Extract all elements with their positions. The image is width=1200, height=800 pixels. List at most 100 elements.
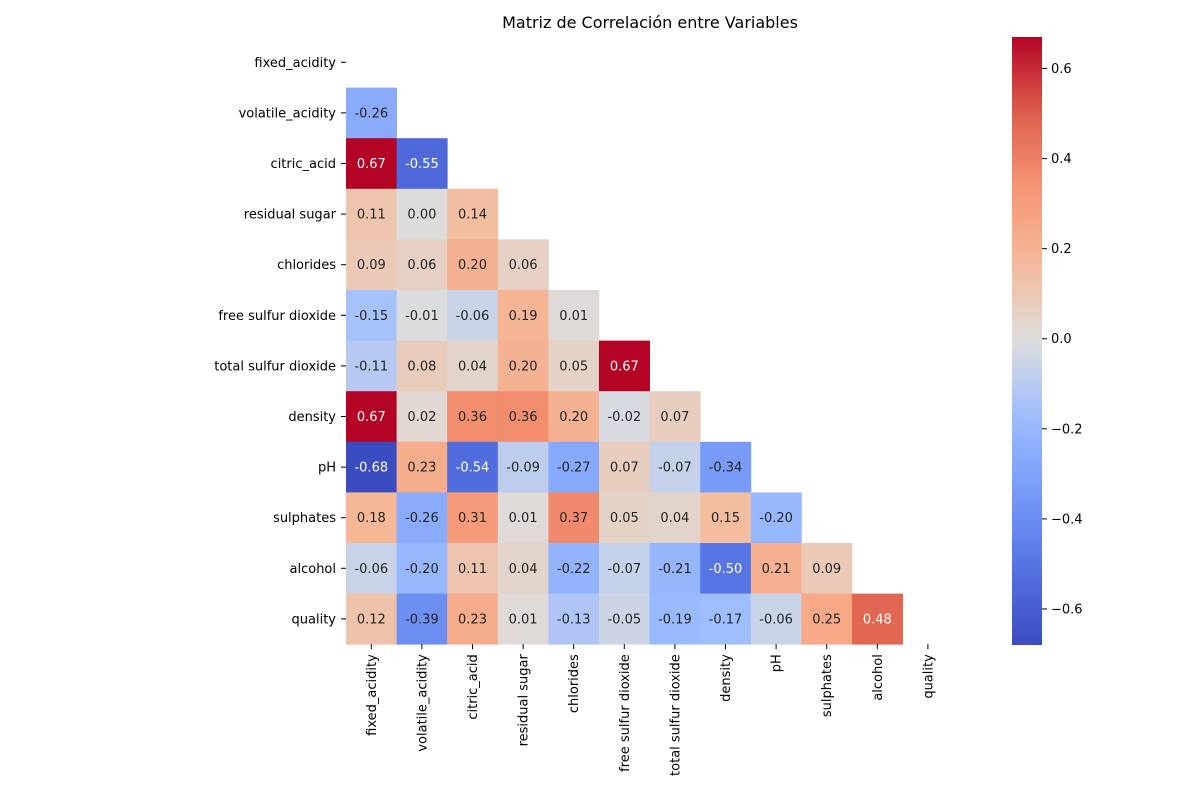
colorbar-tick-label: −0.6 xyxy=(1051,602,1083,617)
cell-value-label: 0.04 xyxy=(660,511,689,526)
cell-value-label: 0.06 xyxy=(407,258,436,273)
cell-value-label: -0.07 xyxy=(658,461,692,476)
cell-value-label: -0.09 xyxy=(506,461,540,476)
cell-value-label: 0.20 xyxy=(458,258,487,273)
x-tick-label: total sulfur dioxide xyxy=(668,654,683,776)
cell-value-label: -0.17 xyxy=(709,612,743,627)
x-tick-label: quality xyxy=(921,654,936,699)
colorbar-tick-label: 0.6 xyxy=(1051,62,1072,77)
cell-value-label: -0.19 xyxy=(658,612,692,627)
cell-value-label: -0.55 xyxy=(405,157,439,172)
x-tick-label: chlorides xyxy=(567,654,582,713)
chart-title: Matriz de Correlación entre Variables xyxy=(502,13,798,32)
cell-value-label: -0.06 xyxy=(759,612,793,627)
cell-value-label: 0.20 xyxy=(509,359,538,374)
x-axis: fixed_acidity volatile_acidity citric_acid… xyxy=(365,644,937,776)
cell-value-label: 0.01 xyxy=(509,612,538,627)
colorbar-gradient xyxy=(1012,37,1042,645)
y-tick-label: quality xyxy=(292,612,337,627)
x-tick-label: volatile_acidity xyxy=(415,654,430,752)
cell-value-label: 0.04 xyxy=(509,562,538,577)
colorbar-tick-label: 0.2 xyxy=(1051,242,1072,257)
cell-value-label: -0.22 xyxy=(557,562,591,577)
cell-value-label: 0.23 xyxy=(458,612,487,627)
y-tick-label: density xyxy=(288,410,336,425)
cell-value-label: 0.36 xyxy=(509,410,538,425)
cell-value-label: 0.01 xyxy=(559,309,588,324)
cell-value-label: -0.20 xyxy=(405,562,439,577)
cell-value-label: -0.15 xyxy=(354,309,388,324)
x-tick-label: pH xyxy=(770,654,785,672)
y-tick-label: alcohol xyxy=(290,562,336,577)
cell-value-label: 0.20 xyxy=(559,410,588,425)
cell-value-label: -0.20 xyxy=(759,511,793,526)
x-tick-label: sulphates xyxy=(820,654,835,717)
y-axis: fixed_acidity volatile_acidity citric_acid… xyxy=(214,56,346,628)
cell-value-label: 0.02 xyxy=(407,410,436,425)
cell-value-label: 0.15 xyxy=(711,511,740,526)
cell-value-label: 0.11 xyxy=(357,208,386,223)
cell-value-label: 0.21 xyxy=(762,562,791,577)
x-tick-label: citric_acid xyxy=(466,654,481,719)
x-tick-label: density xyxy=(719,654,734,702)
cell-value-label: 0.05 xyxy=(559,359,588,374)
x-tick-label: alcohol xyxy=(871,654,886,700)
cell-value-label: 0.09 xyxy=(812,562,841,577)
cell-value-label: 0.05 xyxy=(610,511,639,526)
cell-value-label: 0.37 xyxy=(559,511,588,526)
y-tick-label: pH xyxy=(318,461,336,476)
y-tick-label: volatile_acidity xyxy=(239,106,337,121)
cell-value-label: -0.06 xyxy=(354,562,388,577)
colorbar-tick-label: 0.0 xyxy=(1051,332,1072,347)
cell-value-label: -0.06 xyxy=(456,309,490,324)
x-tick-label: residual sugar xyxy=(517,654,532,747)
cell-value-label: 0.18 xyxy=(357,511,386,526)
cell-value-label: -0.26 xyxy=(405,511,439,526)
cell-value-label: -0.11 xyxy=(354,359,388,374)
cell-value-label: 0.07 xyxy=(660,410,689,425)
cell-value-label: 0.00 xyxy=(407,208,436,223)
cell-value-label: 0.67 xyxy=(357,410,386,425)
colorbar-tick-label: −0.4 xyxy=(1051,512,1083,527)
cell-value-label: 0.08 xyxy=(407,359,436,374)
colorbar-tick-label: −0.2 xyxy=(1051,422,1083,437)
cell-value-label: 0.09 xyxy=(357,258,386,273)
cell-value-label: 0.48 xyxy=(863,612,892,627)
y-tick-label: free sulfur dioxide xyxy=(218,309,336,324)
y-tick-label: residual sugar xyxy=(244,208,337,223)
cell-value-label: 0.07 xyxy=(610,461,639,476)
x-tick-label: fixed_acidity xyxy=(365,654,380,736)
cell-value-label: -0.54 xyxy=(456,461,490,476)
x-tick-label: free sulfur dioxide xyxy=(618,654,633,772)
cell-value-label: -0.34 xyxy=(709,461,743,476)
y-tick-label: sulphates xyxy=(273,511,336,526)
cell-value-label: -0.05 xyxy=(607,612,641,627)
cell-value-label: 0.31 xyxy=(458,511,487,526)
cell-value-label: -0.27 xyxy=(557,461,591,476)
cell-value-label: -0.21 xyxy=(658,562,692,577)
cell-value-label: -0.39 xyxy=(405,612,439,627)
cell-value-label: 0.23 xyxy=(407,461,436,476)
cell-value-label: 0.12 xyxy=(357,612,386,627)
cell-value-label: 0.14 xyxy=(458,208,487,223)
y-tick-label: citric_acid xyxy=(271,157,336,172)
cell-value-label: -0.68 xyxy=(354,461,388,476)
cell-value-label: 0.67 xyxy=(357,157,386,172)
cell-value-label: -0.26 xyxy=(354,106,388,121)
cell-value-label: 0.06 xyxy=(509,258,538,273)
cell-value-label: 0.19 xyxy=(509,309,538,324)
cell-value-label: 0.01 xyxy=(509,511,538,526)
cell-value-label: -0.07 xyxy=(607,562,641,577)
cell-value-label: -0.13 xyxy=(557,612,591,627)
y-tick-label: fixed_acidity xyxy=(254,56,336,71)
cell-value-label: 0.04 xyxy=(458,359,487,374)
y-tick-label: chlorides xyxy=(277,258,336,273)
colorbar-tick-label: 0.4 xyxy=(1051,152,1072,167)
colorbar: 0.6 0.4 0.2 0.0 −0.2 −0.4 −0.6 xyxy=(1012,37,1083,645)
cell-value-label: 0.11 xyxy=(458,562,487,577)
y-tick-label: total sulfur dioxide xyxy=(214,359,336,374)
cell-value-label: -0.50 xyxy=(709,562,743,577)
cell-value-label: 0.25 xyxy=(812,612,841,627)
cell-value-label: -0.01 xyxy=(405,309,439,324)
